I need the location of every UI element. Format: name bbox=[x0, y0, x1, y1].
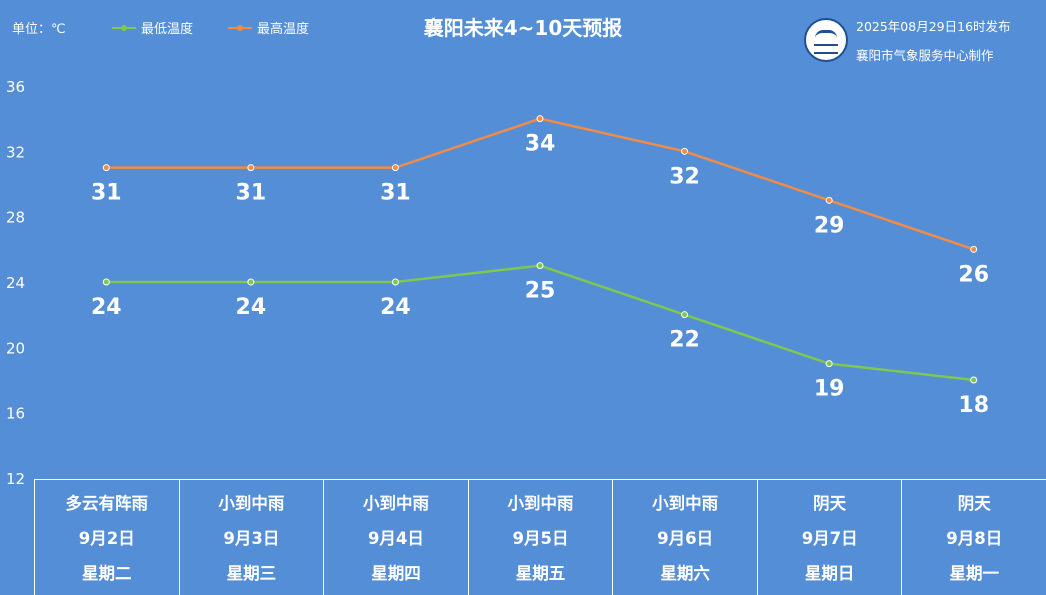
data-label-low: 19 bbox=[814, 377, 845, 402]
data-point-low bbox=[536, 262, 544, 270]
data-label-high: 26 bbox=[958, 262, 989, 287]
date-label: 9月7日 bbox=[801, 528, 858, 548]
forecast-day-column: 小到中雨 9月5日星期五 bbox=[469, 480, 614, 595]
data-point-high bbox=[681, 147, 689, 155]
weather-text: 阴天 bbox=[813, 493, 847, 513]
data-point-high bbox=[536, 115, 544, 123]
data-label-high: 31 bbox=[91, 181, 122, 206]
data-point-low bbox=[825, 360, 833, 368]
data-point-low bbox=[970, 376, 978, 384]
data-point-low bbox=[681, 311, 689, 319]
legend-swatch-low bbox=[112, 24, 136, 31]
data-label-low: 25 bbox=[525, 279, 556, 304]
data-point-high bbox=[825, 196, 833, 204]
weekday-label: 星期三 bbox=[226, 563, 277, 583]
weather-text: 阴天 bbox=[957, 493, 991, 513]
forecast-table: 多云有阵雨 9月2日星期二 小到中雨 9月3日星期三 小到中雨 9月4日星期四 小到中雨 9月… bbox=[34, 479, 1046, 595]
data-label-high: 34 bbox=[525, 132, 556, 157]
date-label: 9月8日 bbox=[946, 528, 1003, 548]
data-label-high: 31 bbox=[236, 181, 267, 206]
weekday-label: 星期五 bbox=[515, 563, 566, 583]
weekday-label: 星期一 bbox=[949, 563, 1000, 583]
data-point-high bbox=[247, 164, 255, 172]
weekday-label: 星期二 bbox=[82, 563, 132, 583]
legend-swatch-high bbox=[228, 24, 252, 31]
issue-time: 2025年08月29日16时发布 bbox=[856, 19, 1011, 34]
data-point-high bbox=[391, 164, 399, 172]
forecast-day-column: 多云有阵雨 9月2日星期二 bbox=[35, 480, 180, 595]
date-label: 9月6日 bbox=[657, 528, 714, 548]
weather-text: 小到中雨 bbox=[507, 493, 574, 513]
y-tick-label: 20 bbox=[6, 339, 25, 357]
date-label: 9月3日 bbox=[223, 528, 280, 548]
legend-label-high: 最高温度 bbox=[257, 22, 310, 37]
legend-label-low: 最低温度 bbox=[141, 22, 194, 37]
forecast-day-column: 小到中雨 9月4日星期四 bbox=[324, 480, 469, 595]
weekday-label: 星期日 bbox=[804, 563, 855, 583]
forecast-day-column: 阴天 9月8日星期一 bbox=[902, 480, 1046, 595]
weather-text: 小到中雨 bbox=[218, 493, 285, 513]
y-tick-label: 28 bbox=[6, 209, 25, 227]
weekday-label: 星期六 bbox=[660, 563, 710, 583]
chart-title: 襄阳未来4~10天预报 bbox=[423, 16, 623, 40]
date-label: 9月4日 bbox=[367, 528, 424, 548]
data-label-low: 18 bbox=[958, 393, 989, 418]
y-tick-label: 36 bbox=[6, 78, 25, 96]
data-point-low bbox=[102, 278, 110, 286]
data-label-high: 32 bbox=[669, 164, 700, 189]
weather-text: 小到中雨 bbox=[652, 493, 719, 513]
forecast-day-column: 阴天 9月7日星期日 bbox=[758, 480, 903, 595]
weather-text: 多云有阵雨 bbox=[65, 493, 149, 513]
legend-item-high: 最高温度 bbox=[228, 18, 309, 37]
data-point-high bbox=[970, 245, 978, 253]
data-label-low: 24 bbox=[380, 295, 411, 320]
y-tick-label: 16 bbox=[6, 405, 25, 423]
data-point-low bbox=[391, 278, 399, 286]
date-label: 9月5日 bbox=[512, 528, 569, 548]
weekday-label: 星期四 bbox=[371, 563, 421, 583]
data-label-low: 24 bbox=[236, 295, 267, 320]
data-label-high: 29 bbox=[814, 213, 845, 238]
date-label: 9月2日 bbox=[78, 528, 135, 548]
y-tick-label: 12 bbox=[6, 470, 25, 488]
data-point-high bbox=[102, 164, 110, 172]
data-label-high: 31 bbox=[380, 181, 411, 206]
unit-label: 单位：℃ bbox=[12, 22, 66, 37]
data-point-low bbox=[247, 278, 255, 286]
weather-service-logo-icon bbox=[804, 18, 848, 62]
data-label-low: 24 bbox=[91, 295, 122, 320]
weather-text: 小到中雨 bbox=[362, 493, 429, 513]
forecast-day-column: 小到中雨 9月6日星期六 bbox=[613, 480, 758, 595]
legend-item-low: 最低温度 bbox=[112, 18, 193, 37]
y-tick-label: 24 bbox=[6, 274, 25, 292]
y-tick-label: 32 bbox=[6, 143, 25, 161]
forecast-day-column: 小到中雨 9月3日星期三 bbox=[180, 480, 325, 595]
data-label-low: 22 bbox=[669, 328, 700, 353]
maker-label: 襄阳市气象服务中心制作 bbox=[856, 48, 994, 63]
